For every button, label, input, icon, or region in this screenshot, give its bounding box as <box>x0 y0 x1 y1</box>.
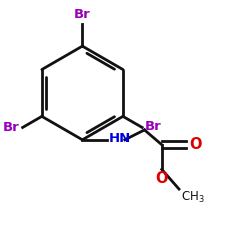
Text: O: O <box>156 171 168 186</box>
Text: Br: Br <box>74 8 91 22</box>
Text: Br: Br <box>145 120 162 133</box>
Text: O: O <box>189 137 202 152</box>
Text: HN: HN <box>108 132 130 145</box>
Text: Br: Br <box>3 122 20 134</box>
Text: CH$_3$: CH$_3$ <box>181 190 205 205</box>
